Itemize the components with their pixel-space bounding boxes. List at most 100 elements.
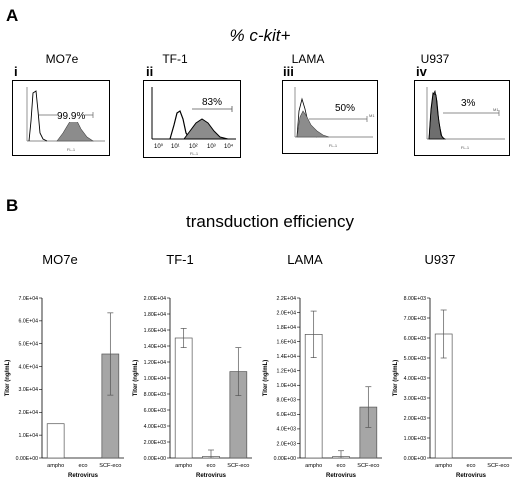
y-tick-label: 8.0E+03	[277, 398, 297, 404]
flow-label-i: i	[14, 64, 18, 79]
flow-x-tick: 10²	[189, 144, 198, 150]
y-tick-label: 8.00E+03	[404, 296, 426, 302]
flow-plot-mo7e: . FL-1 99.9%	[12, 80, 110, 156]
bar-chart-title-lama: LAMA	[287, 252, 323, 267]
flow-cell-name-tf1: TF-1	[162, 52, 188, 66]
x-tick-label: ampho	[435, 463, 452, 469]
panel-a-title: % c-kit+	[229, 26, 291, 45]
flow-ckit-histogram	[296, 110, 330, 138]
y-tick-label: 0.00E+00	[404, 456, 426, 462]
y-tick-label: 1.0E+04	[19, 433, 39, 439]
bar-chart-lama: 0.00E+00 2.0E+03 4.0E+03 6.0E+03 8.0E+03 1.0E…	[263, 296, 382, 479]
x-axis-label: Retrovirus	[326, 473, 357, 479]
flow-x-axis-label: FL-1	[461, 145, 470, 150]
y-tick-label: 7.00E+03	[404, 316, 426, 322]
flow-x-axis-label: FL-1	[190, 151, 199, 156]
flow-isotype-curve	[28, 90, 48, 142]
y-tick-label: 2.0E+04	[19, 410, 39, 416]
y-tick-label: 5.00E+03	[404, 356, 426, 362]
x-tick-label: eco	[336, 463, 345, 469]
y-tick-label: 0.00E+00	[144, 456, 166, 462]
x-tick-label: ampho	[175, 463, 192, 469]
y-tick-label: 0.00E+00	[274, 456, 296, 462]
bar-chart-title-tf1: TF-1	[166, 252, 194, 267]
x-tick-label: SCF-eco	[99, 463, 121, 469]
bar	[174, 337, 193, 459]
flow-gate-label: M1	[369, 113, 375, 118]
x-tick-label: eco	[206, 463, 215, 469]
flow-x-tick: 10¹	[171, 144, 180, 150]
flow-isotype-curve	[428, 92, 445, 140]
y-tick-label: 2.0E+04	[277, 310, 297, 316]
panel-a-letter: A	[6, 6, 19, 25]
flow-ckit-histogram	[183, 118, 229, 140]
y-axis-label: Titer (ng/mL)	[263, 360, 269, 397]
y-tick-label: 6.0E+04	[19, 319, 39, 325]
y-tick-label: 4.00E+03	[404, 376, 426, 382]
flow-x-axis-label: FL-1	[67, 147, 76, 152]
y-tick-label: 6.0E+03	[277, 412, 297, 418]
flow-histogram-tf1: 10⁰ 10¹ 10² 10³ 10⁴ FL-1	[151, 87, 236, 156]
y-tick-label: 1.4E+04	[277, 354, 297, 360]
x-tick-label: SCF-eco	[357, 463, 379, 469]
y-tick-label: 2.00E+03	[144, 440, 166, 446]
flow-label-iv: iv	[416, 64, 427, 79]
y-tick-label: 1.6E+04	[277, 339, 297, 345]
bar-chart-title-mo7e: MO7e	[42, 252, 78, 267]
y-tick-label: 1.2E+04	[277, 369, 297, 375]
flow-percent-u937: 3%	[461, 98, 476, 109]
y-tick-label: 1.40E+04	[144, 344, 166, 350]
bar-chart-mo7e: 0.00E+00 1.0E+04 2.0E+04 3.0E+04 4.0E+04 5.0E…	[5, 296, 124, 479]
y-tick-label: 2.00E+04	[144, 296, 166, 302]
flow-label-ii: ii	[146, 64, 154, 79]
y-axis-label: Titer (ng/mL)	[393, 360, 399, 397]
y-tick-label: 0.00E+00	[16, 456, 38, 462]
y-tick-label: 5.0E+04	[19, 342, 39, 348]
y-tick-label: 1.80E+04	[144, 312, 166, 318]
flow-x-axis-label: FL-1	[329, 143, 338, 148]
flow-histogram-u937: M1 FL-1	[426, 87, 505, 150]
flow-x-tick: 10⁴	[224, 143, 234, 150]
flow-plot-tf1: 10⁰ 10¹ 10² 10³ 10⁴ FL-1 83%	[143, 80, 241, 158]
panel-b-title: transduction efficiency	[186, 212, 354, 231]
x-axis-label: Retrovirus	[68, 473, 99, 479]
y-tick-label: 4.00E+03	[144, 424, 166, 430]
y-axis-label: Titer (ng/mL)	[133, 360, 139, 397]
flow-plot-lama: M1 FL-1 50%	[282, 80, 378, 154]
bar-chart-tf1: 0.00E+00 2.00E+03 4.00E+03 6.00E+03 8.00E+03…	[133, 296, 252, 479]
y-tick-label: 1.60E+04	[144, 328, 166, 334]
y-axis-label: Titer (ng/mL)	[5, 360, 11, 397]
flow-x-tick: 10³	[207, 144, 216, 150]
x-tick-label: eco	[466, 463, 475, 469]
y-tick-label: 6.00E+03	[404, 336, 426, 342]
y-tick-label: 7.0E+04	[19, 296, 39, 302]
x-axis-label: Retrovirus	[196, 473, 227, 479]
x-axis-label: Retrovirus	[456, 473, 487, 479]
y-tick-label: 8.00E+03	[144, 392, 166, 398]
flow-histogram-lama: M1 FL-1	[294, 87, 375, 148]
y-tick-label: 1.00E+04	[144, 376, 166, 382]
flow-label-iii: iii	[283, 64, 294, 79]
y-tick-label: 1.0E+04	[277, 383, 297, 389]
y-tick-label: 2.00E+03	[404, 416, 426, 422]
y-tick-label: 4.0E+03	[277, 427, 297, 433]
x-tick-label: SCF-eco	[487, 463, 509, 469]
bar	[46, 423, 65, 459]
x-tick-label: SCF-eco	[227, 463, 249, 469]
y-tick-label: 1.00E+03	[404, 436, 426, 442]
flow-cell-name-u937: U937	[420, 52, 450, 66]
panel-b-letter: B	[6, 196, 19, 215]
flow-percent-mo7e: 99.9%	[57, 111, 86, 122]
bar-chart-title-u937: U937	[424, 252, 456, 267]
x-tick-label: ampho	[47, 463, 64, 469]
flow-cell-name-lama: LAMA	[291, 52, 325, 66]
flow-percent-lama: 50%	[335, 103, 356, 114]
flow-isotype-curve	[169, 110, 191, 140]
x-tick-label: eco	[78, 463, 87, 469]
flow-ckit-histogram	[428, 89, 447, 140]
flow-plot-u937: M1 FL-1 3%	[414, 80, 510, 156]
flow-cell-name-mo7e: MO7e	[45, 52, 79, 66]
y-tick-label: 4.0E+04	[19, 364, 39, 370]
y-tick-label: 3.00E+03	[404, 396, 426, 402]
flow-x-tick: 10⁰	[154, 143, 164, 150]
